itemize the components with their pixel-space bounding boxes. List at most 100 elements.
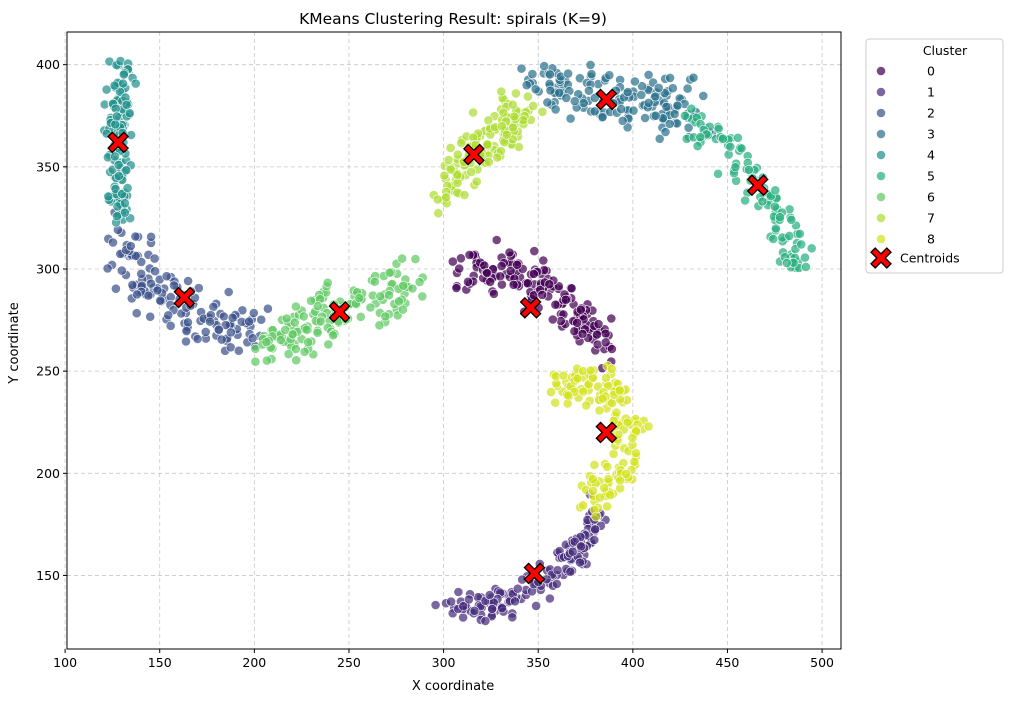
cluster-6-point bbox=[250, 356, 261, 367]
cluster-0-point bbox=[550, 299, 561, 310]
x-tick-label: 100 bbox=[53, 655, 77, 670]
legend-marker-1 bbox=[876, 87, 886, 97]
cluster-2-point bbox=[218, 311, 229, 322]
centroid-marker bbox=[462, 143, 485, 166]
cluster-3-point bbox=[527, 69, 538, 79]
legend-marker-0 bbox=[876, 66, 886, 76]
cluster-6-point bbox=[365, 302, 376, 313]
cluster-3-point bbox=[664, 119, 675, 129]
cluster-8-point bbox=[629, 456, 640, 467]
cluster-0-point bbox=[496, 279, 507, 290]
cluster-5-point bbox=[806, 243, 817, 254]
cluster-2-point bbox=[182, 317, 193, 328]
cluster-7-point bbox=[483, 115, 494, 126]
legend-label-4: 4 bbox=[927, 148, 935, 163]
cluster-3-point bbox=[563, 68, 573, 79]
cluster-2-point bbox=[136, 268, 147, 279]
grid bbox=[64, 32, 841, 649]
cluster-1-point bbox=[575, 557, 585, 568]
legend-label-8: 8 bbox=[927, 232, 935, 247]
cluster-7-point bbox=[441, 192, 452, 203]
cluster-3-point bbox=[554, 87, 565, 98]
cluster-3-point bbox=[585, 60, 596, 70]
cluster-2-point bbox=[244, 316, 254, 327]
y-tick-label: 400 bbox=[36, 57, 60, 72]
cluster-2-point bbox=[205, 316, 215, 327]
cluster-2-point bbox=[237, 305, 248, 316]
cluster-3-point bbox=[622, 87, 633, 97]
centroid-marker bbox=[595, 88, 618, 111]
cluster-6-point bbox=[369, 276, 380, 287]
cluster-6-point bbox=[417, 291, 428, 302]
cluster-6-point bbox=[354, 293, 365, 303]
cluster-5-point bbox=[768, 234, 779, 244]
cluster-5-point bbox=[686, 103, 697, 114]
cluster-0-point bbox=[592, 329, 602, 340]
cluster-0-point bbox=[569, 326, 580, 337]
cluster-6-point bbox=[289, 317, 300, 328]
x-tick-label: 200 bbox=[242, 655, 266, 670]
legend-label-0: 0 bbox=[927, 64, 935, 79]
cluster-4-point bbox=[110, 119, 121, 130]
cluster-2-point bbox=[155, 295, 166, 306]
cluster-6-point bbox=[281, 313, 292, 324]
cluster-5-point bbox=[718, 133, 728, 144]
cluster-7-point bbox=[508, 122, 518, 133]
cluster-7-point bbox=[452, 149, 463, 160]
centroid-markers bbox=[107, 88, 769, 585]
legend-label-centroids: Centroids bbox=[900, 251, 960, 266]
cluster-6-point bbox=[323, 339, 334, 350]
cluster-2-point bbox=[220, 320, 231, 330]
cluster-3-point bbox=[654, 133, 665, 144]
centroid-marker bbox=[519, 296, 542, 319]
cluster-6-point bbox=[301, 324, 312, 335]
y-axis-ticks: 150 200 250 300 350 400 bbox=[36, 57, 67, 583]
cluster-3-point bbox=[604, 70, 615, 81]
cluster-2-point bbox=[145, 311, 156, 322]
cluster-2-point bbox=[143, 290, 154, 301]
cluster-2-point bbox=[102, 263, 113, 274]
cluster-0-point bbox=[560, 294, 571, 305]
cluster-0-point bbox=[607, 344, 617, 354]
cluster-3-point bbox=[622, 122, 633, 133]
cluster-2-point bbox=[108, 237, 118, 248]
cluster-1-point bbox=[565, 566, 576, 577]
x-tick-label: 400 bbox=[621, 655, 645, 670]
cluster-6-point bbox=[374, 320, 385, 331]
legend-label-1: 1 bbox=[927, 85, 935, 100]
cluster-1-point bbox=[551, 579, 562, 589]
cluster-7-point bbox=[528, 101, 539, 111]
cluster-8-point bbox=[622, 417, 633, 428]
cluster-5-point bbox=[730, 162, 741, 173]
cluster-7-point bbox=[498, 107, 509, 118]
cluster-5-point bbox=[736, 143, 747, 154]
cluster-3-point bbox=[628, 105, 639, 116]
cluster-7-point bbox=[439, 170, 450, 181]
cluster-0-point bbox=[593, 319, 604, 329]
cluster-6-point bbox=[312, 327, 323, 338]
cluster-3-point bbox=[516, 63, 527, 74]
cluster-6-point bbox=[290, 344, 301, 354]
cluster-6-point bbox=[290, 301, 301, 312]
cluster-2-point bbox=[161, 271, 172, 282]
cluster-3-point bbox=[630, 76, 640, 87]
legend-label-5: 5 bbox=[927, 169, 935, 184]
cluster-7-point bbox=[445, 164, 456, 175]
x-axis-label: X coordinate bbox=[412, 679, 494, 694]
x-tick-label: 300 bbox=[432, 655, 456, 670]
y-tick-label: 150 bbox=[36, 568, 60, 583]
legend-label-6: 6 bbox=[927, 190, 935, 205]
cluster-2-point bbox=[213, 324, 224, 335]
legend-marker-2 bbox=[876, 108, 886, 118]
cluster-0-point bbox=[482, 268, 492, 278]
cluster-0-point bbox=[566, 283, 577, 294]
cluster-3-point bbox=[545, 85, 556, 96]
x-tick-label: 150 bbox=[148, 655, 172, 670]
cluster-7-point bbox=[471, 176, 482, 187]
cluster-4-point bbox=[126, 130, 137, 140]
cluster-2-point bbox=[116, 265, 127, 276]
x-tick-label: 450 bbox=[716, 655, 740, 670]
cluster-4-point bbox=[112, 211, 122, 222]
cluster-7-point bbox=[482, 139, 493, 150]
